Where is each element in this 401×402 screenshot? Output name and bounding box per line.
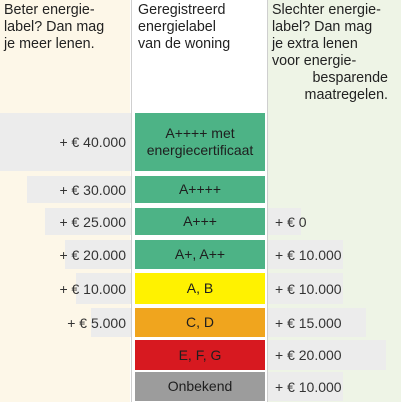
extra-loan-bar (268, 208, 301, 235)
header-registered-label: Geregistreerd energielabel van de woning (138, 2, 264, 53)
header-worse-label: Slechter energie- label? Dan mag je extr… (272, 2, 398, 104)
extra-loan-value: + € 10.000 (275, 379, 342, 395)
extra-loan-bar (268, 273, 343, 304)
header-better-label: Beter energie- label? Dan mag je meer le… (4, 2, 128, 53)
extra-loan-bar (268, 340, 386, 370)
energy-label-cell: C, D (135, 308, 265, 337)
header-line: Beter energie- (4, 2, 95, 18)
extra-loan-bar (268, 372, 343, 401)
energy-label-text: energiecertificaat (146, 142, 254, 158)
more-loan-bar (27, 176, 131, 203)
header-line: je extra lenen (272, 36, 358, 52)
header-line: besparende (312, 70, 388, 86)
more-loan-bar (65, 240, 131, 269)
energy-label-text: A, B (186, 280, 214, 296)
more-loan-bar (91, 308, 131, 337)
energy-label-cell: A, B (135, 273, 265, 304)
energy-label-text: Onbekend (167, 378, 233, 394)
header-line: label? Dan mag (272, 19, 373, 35)
header-line: maatregelen. (304, 87, 388, 103)
extra-loan-value: + € 10.000 (275, 281, 342, 297)
energy-label-cell: A++++ met energiecertificaat (135, 113, 265, 171)
more-loan-bar (45, 208, 131, 235)
more-loan-value: + € 30.000 (59, 182, 126, 198)
header-line: Geregistreerd (138, 2, 226, 18)
header-line: label? Dan mag (4, 19, 105, 35)
more-loan-value: + € 5.000 (67, 315, 126, 331)
energy-label-cell: A+++ (135, 208, 265, 235)
energy-label-text: E, F, G (178, 346, 222, 363)
more-loan-bar (0, 113, 131, 171)
column-divider-right (267, 0, 268, 402)
header-line: van de woning (138, 36, 231, 52)
header-line: Slechter energie- (272, 2, 381, 18)
header-line: energielabel (138, 19, 216, 35)
extra-loan-bar (268, 240, 343, 269)
extra-loan-value: + € 20.000 (275, 347, 342, 363)
column-divider-left (131, 0, 132, 402)
header-line: voor energie- (272, 53, 357, 69)
energy-label-cell: A++++ (135, 176, 265, 203)
header-line: je meer lenen. (4, 36, 95, 52)
energy-label-cell: E, F, G (135, 340, 265, 370)
more-loan-value: + € 25.000 (59, 214, 126, 230)
more-loan-value: + € 10.000 (59, 281, 126, 297)
energy-label-text: A+++ (183, 213, 217, 229)
energy-label-cell: Onbekend (135, 372, 265, 401)
more-loan-value: + € 20.000 (59, 247, 126, 263)
energy-label-cell: A+, A++ (135, 240, 265, 269)
more-loan-bar (76, 273, 131, 304)
energy-label-text: A++++ met (165, 125, 235, 141)
energy-label-text: C, D (186, 314, 214, 330)
extra-loan-value: + € 15.000 (275, 315, 342, 331)
energy-label-text: A++++ (178, 181, 222, 197)
extra-loan-value: + € 0 (275, 214, 307, 230)
extra-loan-bar (268, 308, 366, 337)
energy-label-text: A+, A++ (174, 246, 226, 262)
more-loan-value: + € 40.000 (59, 134, 126, 150)
extra-loan-value: + € 10.000 (275, 247, 342, 263)
